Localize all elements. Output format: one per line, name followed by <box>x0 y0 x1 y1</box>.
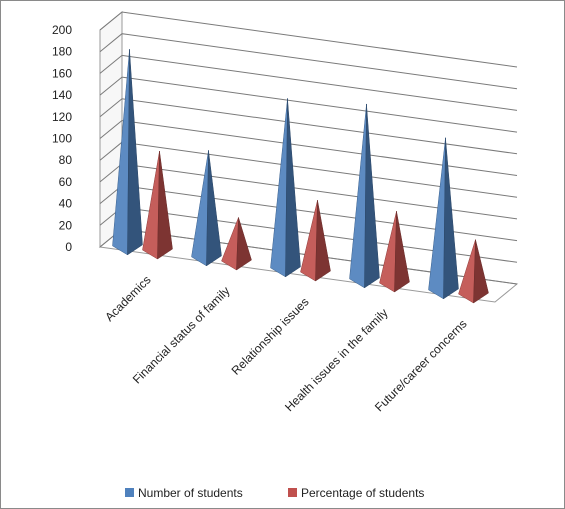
bar-number-1 <box>191 150 222 267</box>
y-tick-label: 60 <box>59 175 73 189</box>
bar-face-side <box>443 137 459 300</box>
legend-swatch <box>288 488 297 497</box>
bar-face-side <box>315 200 331 282</box>
y-tick-label: 40 <box>59 197 73 211</box>
bar-face-side <box>473 239 489 304</box>
y-tick-label: 180 <box>52 45 72 59</box>
bars <box>112 49 489 304</box>
y-tick-label: 100 <box>52 132 72 146</box>
gridline <box>99 119 518 176</box>
bar-percentage-1 <box>221 217 252 271</box>
y-axis-ticks: 0 20 40 60 80 100 120 140 160 180 200 <box>52 23 72 254</box>
y-tick-label: 200 <box>52 23 72 37</box>
legend: Number of students Percentage of students <box>125 486 424 500</box>
legend-label: Percentage of students <box>301 486 424 500</box>
bar-number-4 <box>428 137 459 300</box>
bar-percentage-0 <box>142 151 173 260</box>
y-tick-label: 120 <box>52 110 72 124</box>
legend-label: Number of students <box>138 486 243 500</box>
bar-face-side <box>127 49 143 256</box>
gridline <box>99 76 518 133</box>
bar-face-side <box>364 103 380 289</box>
bar-percentage-4 <box>458 239 489 304</box>
bar-number-2 <box>270 98 301 278</box>
gridline <box>99 11 518 68</box>
bar-face-side <box>157 151 173 260</box>
bar-percentage-3 <box>379 211 410 293</box>
legend-swatch <box>125 488 134 497</box>
bar-face-side <box>285 98 301 278</box>
bar-number-0 <box>112 49 143 256</box>
bar-number-3 <box>349 103 380 289</box>
gridline <box>99 54 518 111</box>
y-tick-label: 20 <box>59 218 73 232</box>
y-tick-label: 80 <box>59 153 73 167</box>
y-tick-label: 160 <box>52 66 72 80</box>
y-tick-label: 140 <box>52 88 72 102</box>
bar-face-side <box>206 150 222 267</box>
gridline <box>99 98 518 155</box>
y-tick-label: 0 <box>65 240 72 254</box>
bar-face-side <box>394 211 410 293</box>
gridline <box>99 33 518 90</box>
bar-face-side <box>236 217 252 271</box>
bar-percentage-2 <box>300 200 331 282</box>
